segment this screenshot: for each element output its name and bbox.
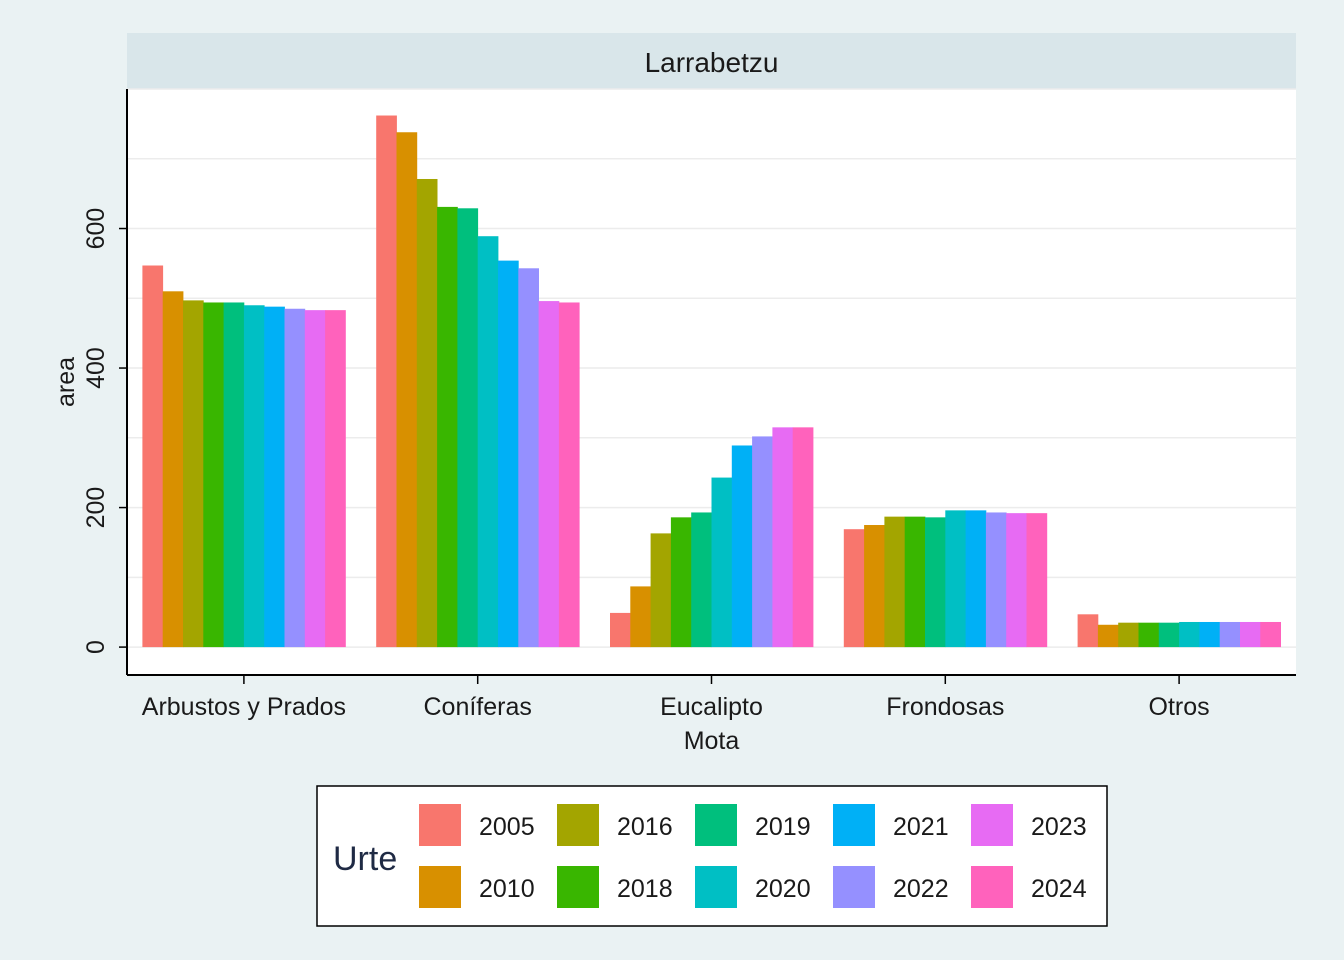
bar (1026, 513, 1048, 648)
bar (884, 516, 906, 648)
bar (731, 445, 753, 648)
bar (1118, 622, 1139, 648)
legend-label: 2023 (1031, 813, 1087, 841)
bar (284, 308, 306, 648)
legend-label: 2021 (893, 813, 949, 841)
legend-swatch (971, 804, 1013, 846)
bar (985, 512, 1007, 648)
bar (558, 302, 580, 648)
bar (498, 260, 519, 648)
bar (1260, 621, 1281, 648)
bar (264, 306, 285, 648)
bar (223, 302, 245, 648)
bar (691, 512, 712, 648)
bar (945, 510, 966, 648)
bar (925, 517, 946, 648)
bar (203, 302, 224, 648)
legend-swatch (971, 866, 1013, 908)
bar (518, 268, 539, 648)
bar (416, 178, 438, 648)
bar (843, 529, 865, 648)
legend-swatch (833, 804, 875, 846)
legend-swatch (557, 866, 599, 908)
bar (183, 300, 204, 648)
bar (670, 517, 692, 648)
bar (864, 525, 885, 648)
bar (1158, 622, 1180, 648)
facet-strip (127, 33, 1296, 89)
bar (630, 586, 651, 648)
legend-label: 2024 (1031, 875, 1087, 903)
bar (1097, 624, 1119, 648)
y-axis-ticks: 0 200 400 600 (82, 208, 127, 654)
bar (1179, 621, 1200, 648)
x-tick-label: Arbustos y Prados (142, 693, 346, 721)
bar (650, 533, 672, 648)
bar (162, 291, 184, 648)
bar (396, 132, 418, 648)
bar (243, 305, 265, 648)
bar (457, 208, 479, 648)
y-axis-title: area (52, 357, 80, 407)
bar (610, 612, 631, 648)
legend-swatch (695, 866, 737, 908)
y-tick-label: 0 (82, 640, 110, 654)
legend-label: 2020 (755, 875, 811, 903)
x-tick-label: Otros (1149, 693, 1210, 721)
bar (1199, 621, 1221, 648)
x-tick-label: Frondosas (886, 693, 1004, 721)
bar (772, 427, 794, 648)
legend-label: 2018 (617, 875, 673, 903)
bar (1219, 621, 1241, 648)
bar (904, 516, 926, 648)
bar (538, 301, 560, 648)
y-tick-label: 600 (82, 208, 110, 250)
bar (1138, 622, 1160, 648)
bar (325, 310, 346, 648)
legend-label: 2005 (479, 813, 535, 841)
bar (1240, 621, 1261, 648)
bar (711, 477, 733, 648)
y-tick-label: 200 (82, 487, 110, 529)
legend-items: 2005 2010 2016 2018 2019 2020 2021 2022 2023 2024 (419, 804, 1087, 908)
bar (792, 427, 814, 648)
bar (752, 436, 773, 648)
y-tick-label: 400 (82, 347, 110, 389)
legend-swatch (557, 804, 599, 846)
x-axis-ticks: Arbustos y Prados Coníferas Eucalipto Frond… (142, 675, 1210, 721)
legend-label: 2010 (479, 875, 535, 903)
legend-title: Urte (333, 840, 397, 878)
legend-swatch (419, 804, 461, 846)
bar (965, 510, 987, 648)
x-tick-label: Eucalipto (660, 693, 763, 721)
legend-swatch (695, 804, 737, 846)
bar (437, 206, 458, 648)
legend-label: 2016 (617, 813, 673, 841)
bar (376, 115, 397, 648)
legend-swatch (419, 866, 461, 908)
bar (1006, 513, 1027, 648)
legend-label: 2022 (893, 875, 949, 903)
facet-title: Larrabetzu (645, 47, 779, 78)
legend-swatch (833, 866, 875, 908)
bar (304, 310, 326, 648)
bar (1077, 614, 1099, 648)
x-tick-label: Coníferas (424, 693, 532, 721)
bars (142, 115, 1281, 648)
legend-label: 2019 (755, 813, 811, 841)
bar (142, 265, 164, 648)
x-axis-title: Mota (684, 727, 740, 755)
bar (477, 236, 499, 648)
